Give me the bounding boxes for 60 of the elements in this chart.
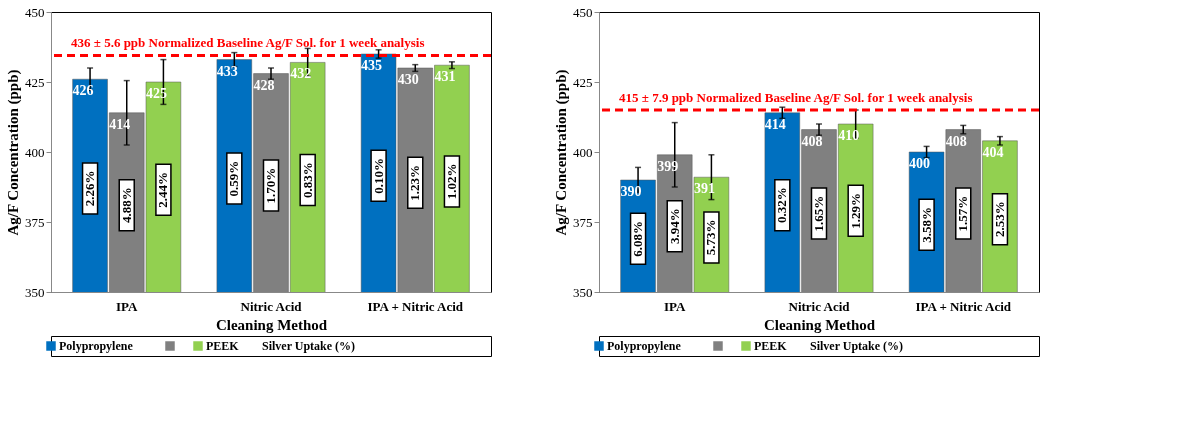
y-tick-label: 350 bbox=[573, 284, 593, 300]
data-label: 404 bbox=[982, 144, 1004, 160]
annotation: 4.88% bbox=[118, 187, 134, 224]
y-tick-label: 425 bbox=[25, 74, 45, 90]
y-tick-label: 400 bbox=[25, 144, 45, 160]
data-label: 390 bbox=[620, 184, 642, 199]
text: Silver Uptake (%) bbox=[810, 339, 904, 353]
data-label: 428 bbox=[253, 77, 275, 93]
annotation: 1.57% bbox=[955, 195, 971, 232]
x-tick-label: IPA bbox=[116, 298, 139, 314]
annotation: 0.59% bbox=[226, 160, 242, 197]
data-label: 408 bbox=[801, 133, 823, 149]
x-tick-label: Nitric Acid bbox=[788, 298, 851, 314]
annotation: 5.73% bbox=[703, 219, 719, 256]
data-label: 430 bbox=[397, 72, 419, 87]
annotation: 1.65% bbox=[811, 195, 826, 232]
data-label: 432 bbox=[290, 66, 312, 82]
data-label: 414 bbox=[764, 116, 786, 132]
ref-line-label: 436 ± 5.6 ppb Normalized Baseline Ag/F Sol. for 1 week analysis bbox=[71, 35, 425, 51]
y-tick-label: 375 bbox=[25, 214, 45, 230]
y-axis-title: Ag/F Concentration (ppb) bbox=[553, 69, 570, 236]
y-tick-label: 450 bbox=[573, 4, 593, 20]
x-tick-label: IPA bbox=[664, 298, 687, 314]
data-label: 435 bbox=[361, 58, 383, 73]
y-tick-label: 400 bbox=[573, 144, 593, 160]
annotation: 6.08% bbox=[630, 220, 646, 257]
data-label: 431 bbox=[434, 69, 456, 85]
y-tick-label: 375 bbox=[573, 214, 593, 230]
annotation: 0.10% bbox=[370, 157, 386, 194]
annotation: 1.70% bbox=[263, 167, 278, 204]
x-tick-label: IPA + Nitric Acid bbox=[915, 298, 1012, 314]
ref-line-label: 415 ± 7.9 ppb Normalized Baseline Ag/F Sol. for 1 week analysis bbox=[619, 90, 973, 105]
annotation: 2.53% bbox=[991, 201, 1007, 238]
annotation: 2.26% bbox=[82, 170, 98, 207]
data-label: 410 bbox=[838, 128, 860, 143]
data-label: 433 bbox=[216, 63, 238, 79]
annotation: 0.83% bbox=[299, 162, 315, 198]
data-label: 400 bbox=[909, 156, 931, 171]
x-tick-label: IPA + Nitric Acid bbox=[367, 298, 464, 314]
y-tick-label: 350 bbox=[25, 284, 45, 300]
y-axis-title: Ag/F Concentration (ppb) bbox=[5, 69, 22, 236]
annotation: 1.29% bbox=[847, 192, 863, 229]
y-tick-label: 450 bbox=[25, 4, 45, 20]
y-tick-label: 425 bbox=[573, 74, 593, 90]
x-tick-label: Nitric Acid bbox=[240, 298, 303, 314]
annotation: 3.94% bbox=[666, 208, 682, 245]
annotation: 3.58% bbox=[918, 206, 934, 243]
annotation: 1.23% bbox=[407, 164, 423, 201]
annotation: 0.32% bbox=[774, 187, 790, 224]
legend-label: Polypropylene bbox=[59, 339, 134, 353]
legend-label: Polypropylene bbox=[607, 339, 682, 353]
annotation: 2.44% bbox=[155, 171, 171, 208]
annotation: 1.02% bbox=[443, 163, 459, 200]
data-label: 408 bbox=[945, 133, 967, 149]
x-axis-title: Cleaning Method bbox=[763, 316, 876, 333]
data-label: 426 bbox=[72, 83, 94, 99]
legend-label: PEEK bbox=[206, 339, 240, 353]
x-axis-title: Cleaning Method bbox=[215, 316, 328, 333]
text: Silver Uptake (%) bbox=[262, 339, 356, 353]
legend-label: PEEK bbox=[754, 339, 788, 353]
